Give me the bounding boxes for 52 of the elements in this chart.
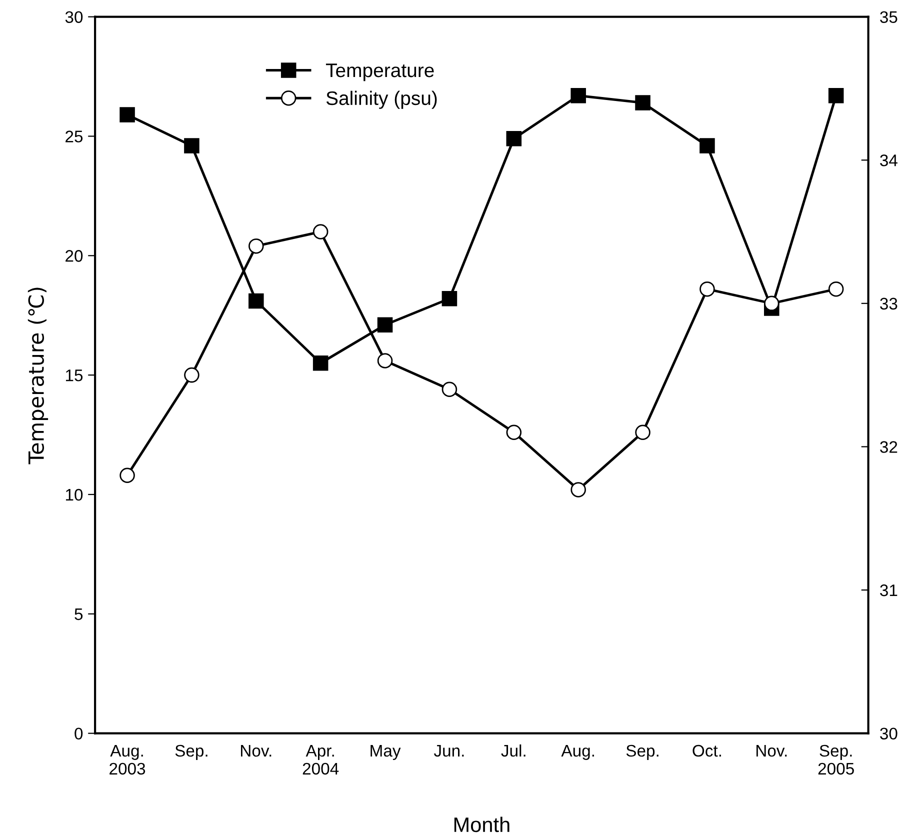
- point: [377, 353, 393, 368]
- x-tick-label: May: [370, 745, 401, 760]
- point: [248, 238, 264, 254]
- y2-tick-label: 32: [880, 441, 898, 453]
- y-tick-label: 0: [74, 728, 83, 740]
- x-tick-label: Oct.: [692, 744, 721, 757]
- point: [764, 296, 780, 312]
- x-tick-label: Sep.: [175, 744, 208, 760]
- y2-tick-label: 34: [880, 154, 898, 166]
- x-tick-label: Jul.: [501, 744, 526, 757]
- point: [184, 367, 200, 383]
- y2-tick-label: 33: [880, 298, 898, 310]
- point: [700, 138, 715, 154]
- y2-tick-label: 31: [880, 584, 898, 596]
- point: [570, 482, 586, 498]
- x-tick-label: Aug.: [561, 745, 594, 760]
- point: [312, 224, 328, 240]
- legend-label: Temperature: [326, 64, 434, 82]
- point: [184, 138, 200, 154]
- point: [570, 88, 586, 104]
- x-tick-label: Nov.: [240, 745, 272, 757]
- point: [635, 95, 650, 110]
- x-tick-label: Jun.: [434, 745, 464, 757]
- point: [442, 382, 458, 398]
- y-tick-label: 15: [66, 370, 83, 382]
- y-tick-label: 20: [66, 250, 83, 262]
- point: [442, 290, 458, 306]
- point: [828, 88, 844, 104]
- x-tick-label: Aug. 2003: [110, 745, 146, 775]
- x-tick-label: Nov.: [756, 745, 787, 757]
- point: [120, 468, 135, 484]
- y2-tick-label: 30: [880, 728, 898, 740]
- y-tick-label: 30: [65, 11, 83, 24]
- point: [635, 424, 650, 440]
- point: [700, 281, 715, 297]
- x-tick-label: Sep.: [626, 744, 658, 760]
- point: [828, 281, 844, 297]
- y-tick-label: 10: [66, 488, 83, 501]
- x-axis-title: Month: [454, 816, 510, 832]
- y-tick-label: 5: [74, 608, 83, 620]
- y-axis-title: Temperature (℃): [28, 288, 48, 464]
- point: [506, 130, 522, 146]
- point: [312, 355, 328, 371]
- point: [377, 317, 393, 333]
- legend-label: Salinity (psu): [326, 90, 437, 109]
- point: [248, 293, 264, 309]
- point: [506, 424, 522, 440]
- y2-tick-label: 35: [880, 11, 898, 24]
- point: [120, 107, 135, 122]
- x-tick-label: Apr. 2004: [302, 745, 339, 775]
- x-tick-label: Sep. 2005: [818, 744, 854, 775]
- y-tick-label: 25: [66, 130, 83, 142]
